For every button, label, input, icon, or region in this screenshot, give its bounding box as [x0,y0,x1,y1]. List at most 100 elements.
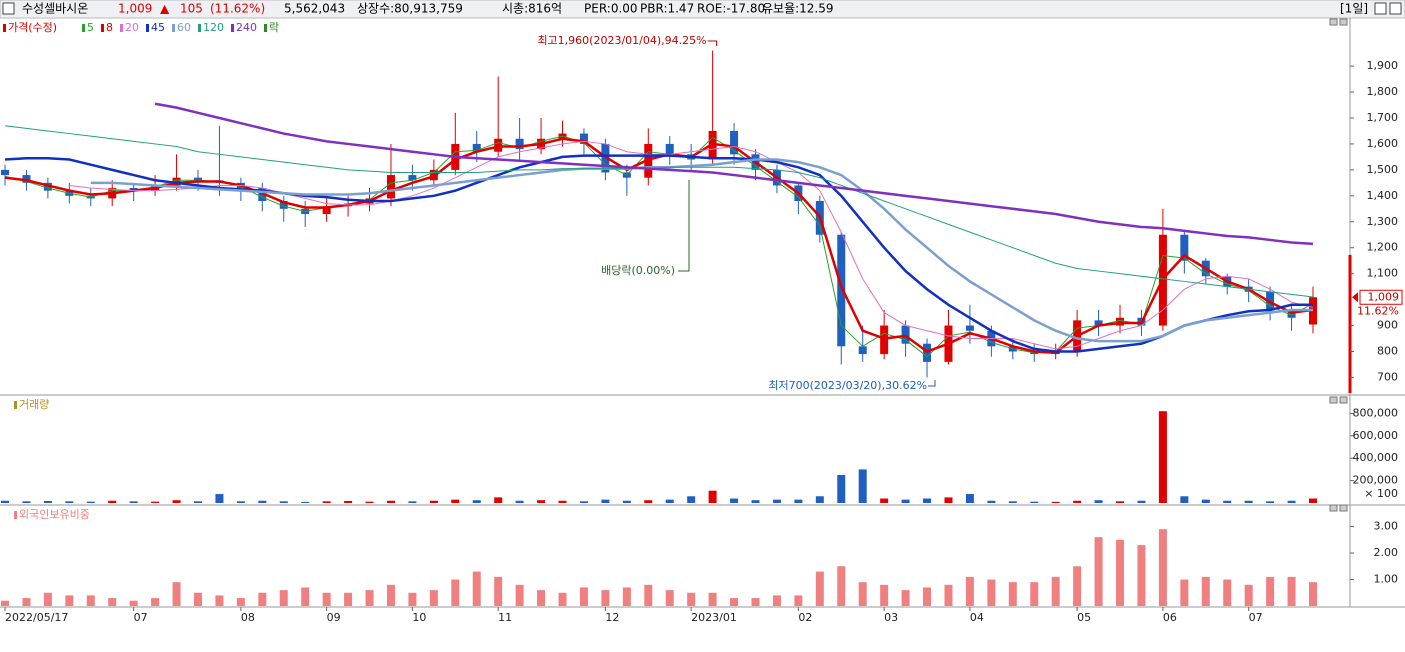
bar [129,501,138,503]
panel-icon [1329,396,1338,404]
y-tick-label: 1,300 [1367,215,1399,228]
bar [451,499,460,503]
header-bar [0,0,1405,19]
bar [558,500,567,503]
bar [193,592,202,606]
change-pct: (11.62%) [210,2,265,16]
candle-body [472,143,481,152]
legend-swatch [198,24,201,32]
x-tick-label: 06 [1163,611,1177,624]
candle-body [193,177,202,181]
y-tick-label: 1,700 [1367,111,1399,124]
candle-body [665,143,674,155]
bar [86,501,95,503]
bar [772,499,781,503]
bar [1266,501,1275,503]
bar [108,598,117,606]
y-tick-label: 900 [1377,319,1398,332]
close-button[interactable] [1389,2,1402,15]
bar [451,579,460,606]
bar [151,598,160,606]
candle-body [1287,309,1296,318]
bar [815,496,824,503]
x-tick-label: 05 [1077,611,1091,624]
legend-swatch [264,24,267,32]
legend-swatch [82,24,85,32]
bar [301,501,310,503]
bar [644,584,653,606]
ma-line [69,140,1314,350]
roe: ROE:-17.80 [697,2,765,16]
legend-swatch [120,24,123,32]
y-tick-label: 1,200 [1367,241,1399,254]
bar [965,494,974,503]
restore-button[interactable] [1374,2,1387,15]
legend-entry: 240 [236,21,257,34]
y-tick-label: 700 [1377,370,1398,383]
candle-body [129,188,138,191]
candle-body [322,206,331,214]
bar [408,592,417,606]
y-tick-label: 600,000 [1353,429,1399,442]
bar [901,499,910,503]
stock-name: 수성셀바시온 [22,2,88,16]
price-tag-change: 11.62% [1357,304,1399,317]
period[interactable]: [1일] [1340,2,1368,16]
bar [1309,498,1317,503]
legend-swatch [101,24,104,32]
bar [22,598,31,606]
unit-note: × 100 [1364,487,1398,500]
y-tick-label: 3.00 [1374,520,1399,533]
bar [1051,576,1060,606]
bar [429,590,438,606]
panel-title: 거래량 [19,398,49,411]
y-tick-label: 1,800 [1367,85,1399,98]
annotation-arrow [707,40,718,46]
bar [22,501,31,503]
panel-icon [1339,18,1348,26]
bar [772,595,781,606]
x-tick-label: 08 [241,611,255,624]
candle-body [172,177,181,186]
bar [708,490,717,503]
bar [858,469,867,503]
bar [1094,500,1103,503]
bar [151,501,160,503]
bar [579,587,588,606]
legend-swatch [3,24,6,32]
bar [665,499,674,503]
candle-body [901,325,910,344]
annotation-arrow [928,380,936,387]
bar [923,498,932,503]
bar [1030,501,1039,503]
candle-body [579,133,588,144]
bar [1287,500,1296,503]
bar [858,582,867,606]
bar [837,566,846,606]
y-tick-label: 1,600 [1367,137,1399,150]
bar [1287,576,1296,606]
bar [1223,579,1232,606]
per: PER:0.00 [584,2,638,16]
pbr: PBR:1.47 [640,2,694,16]
bar [65,501,74,503]
candle-body [1094,320,1103,326]
bar [408,501,417,503]
bar [172,500,181,503]
bar [622,500,631,503]
price-tag-label: 1,009 [1368,290,1400,303]
x-tick-label: 07 [134,611,148,624]
y-tick-label: 200,000 [1353,474,1399,487]
bar [1244,584,1253,606]
bar [429,500,438,503]
candle-body [43,182,52,191]
x-tick-label: 2022/05/17 [5,611,68,624]
checkbox[interactable] [2,2,15,15]
y-tick-label: 1,400 [1367,189,1399,202]
bar [751,598,760,606]
high-annotation: 최고1,960(2023/01/04),94.25% [537,34,706,47]
panel-icon [1339,504,1348,512]
bar [43,592,52,606]
bar [687,496,696,503]
